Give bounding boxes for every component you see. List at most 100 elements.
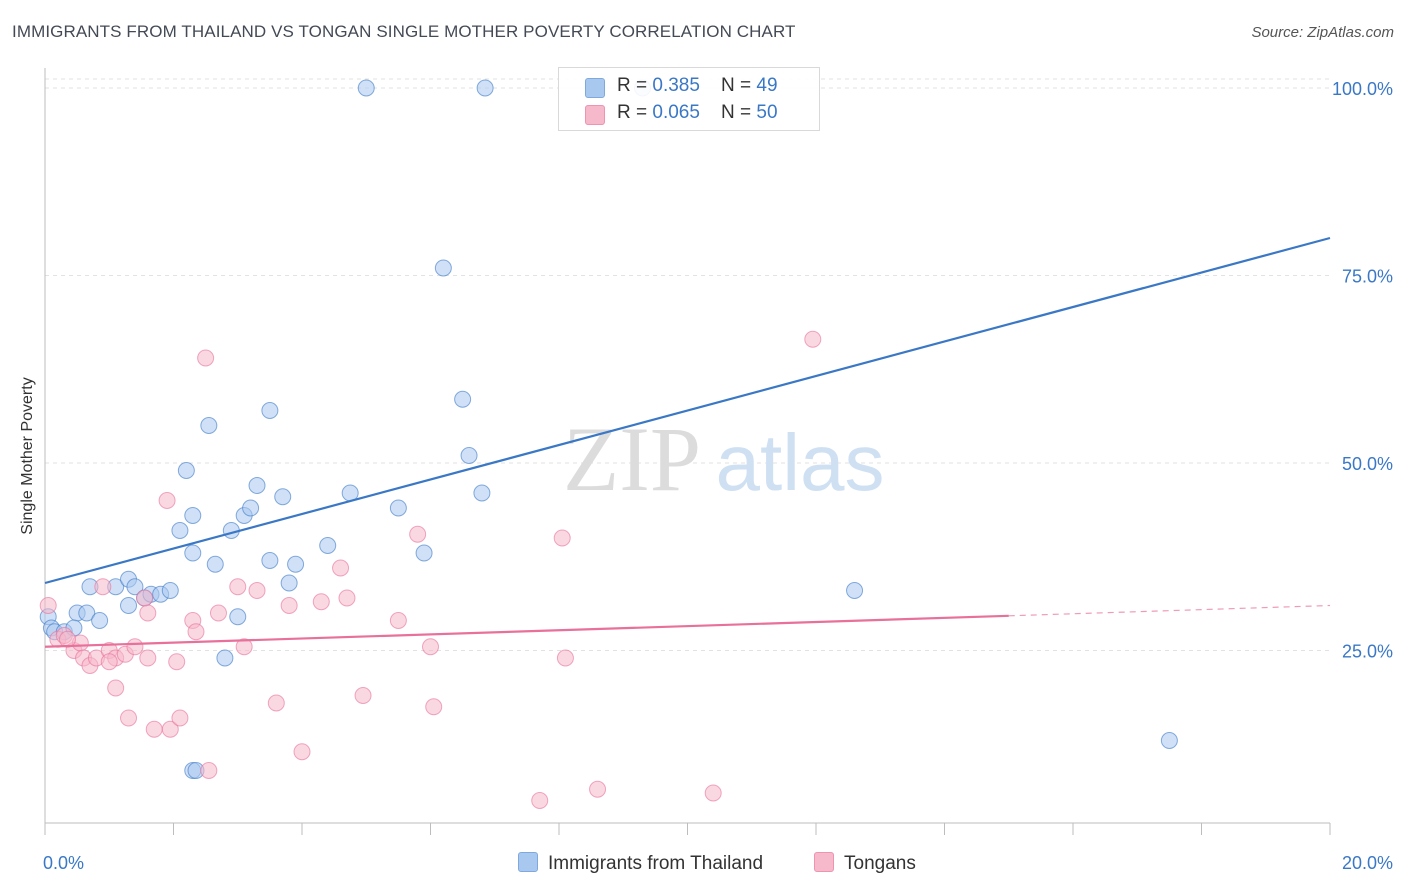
- point-tongans: [235, 638, 253, 656]
- point-thailand: [280, 574, 298, 592]
- point-thailand: [184, 544, 202, 562]
- point-thailand: [460, 447, 478, 464]
- point-thailand: [242, 499, 260, 517]
- point-thailand: [261, 552, 279, 569]
- watermark: ZIP atlas: [563, 408, 884, 510]
- y-tick-label: 50.0%: [1342, 454, 1393, 474]
- point-thailand: [126, 578, 144, 596]
- point-thailand: [120, 597, 138, 614]
- point-tongans: [704, 784, 722, 802]
- point-tongans: [409, 525, 427, 543]
- bottom-legend-label: Tongans: [844, 853, 916, 874]
- point-tongans: [161, 720, 179, 738]
- point-tongans: [200, 762, 218, 779]
- trendline-thailand: [44, 236, 1331, 585]
- point-thailand: [473, 484, 491, 502]
- point-thailand: [415, 544, 433, 562]
- y-tick-label: 25.0%: [1342, 642, 1393, 662]
- trendline-tongans: [44, 614, 1009, 648]
- point-thailand: [161, 582, 179, 599]
- point-tongans: [229, 578, 247, 596]
- point-tongans: [354, 687, 372, 704]
- point-tongans: [187, 623, 205, 641]
- point-thailand: [434, 259, 452, 277]
- legend-r-label: R =: [617, 102, 653, 123]
- watermark-atlas: atlas: [716, 418, 885, 507]
- point-tongans: [209, 604, 227, 622]
- point-tongans: [139, 604, 157, 622]
- point-tongans: [158, 492, 176, 509]
- point-tongans: [168, 653, 186, 671]
- x-tick-label: 20.0%: [1342, 853, 1393, 873]
- point-tongans: [136, 589, 154, 607]
- point-tongans: [280, 597, 298, 614]
- y-tick-label: 75.0%: [1342, 267, 1393, 287]
- point-tongans: [171, 709, 189, 727]
- point-thailand: [248, 477, 266, 494]
- point-tongans: [553, 529, 571, 547]
- bottom-legend-thailand: Immigrants from Thailand: [518, 852, 763, 875]
- point-thailand: [206, 555, 224, 573]
- point-tongans: [139, 649, 157, 667]
- legend-r-value: 0.385: [652, 75, 700, 96]
- bottom-legend-label: Immigrants from Thailand: [548, 853, 764, 874]
- point-thailand: [846, 582, 864, 599]
- point-thailand: [216, 649, 234, 667]
- point-thailand: [200, 417, 218, 434]
- point-tongans: [293, 743, 311, 761]
- watermark-zip: ZIP: [563, 408, 701, 510]
- point-tongans: [332, 559, 350, 577]
- point-tongans: [58, 630, 76, 648]
- legend-n-label: N =: [721, 75, 757, 96]
- grid-lines: [45, 78, 1330, 651]
- tick-labels: 25.0% 50.0% 75.0% 100.0% 0.0% 20.0%: [43, 79, 1393, 873]
- point-thailand: [454, 390, 472, 408]
- legend-r-value: 0.065: [652, 102, 700, 123]
- trend-lines: [44, 236, 1331, 648]
- point-tongans: [589, 780, 607, 798]
- point-thailand: [319, 537, 337, 554]
- x-tick-label: 0.0%: [43, 853, 84, 873]
- point-thailand: [229, 608, 247, 626]
- data-points: [39, 79, 1178, 809]
- point-tongans: [100, 653, 118, 671]
- legend-swatch-thailand: [585, 78, 605, 98]
- bottom-legend-swatch-tongans: [814, 852, 834, 872]
- legend-r-label: R =: [617, 75, 653, 96]
- point-thailand: [78, 604, 96, 622]
- y-tick-label: 100.0%: [1332, 79, 1393, 99]
- point-thailand: [261, 402, 279, 419]
- point-tongans: [422, 638, 439, 656]
- legend-n-value: 49: [756, 75, 778, 96]
- point-thailand: [184, 507, 202, 524]
- point-tongans: [338, 589, 356, 607]
- legend: R = 0.385 N = 49 R = 0.065 N = 50: [558, 67, 820, 131]
- bottom-legend-swatch-thailand: [518, 852, 538, 872]
- point-thailand: [177, 462, 195, 479]
- point-tongans: [94, 578, 112, 596]
- point-tongans: [39, 597, 57, 614]
- point-tongans: [197, 349, 215, 367]
- point-tongans: [312, 593, 330, 611]
- point-thailand: [476, 79, 494, 97]
- point-thailand: [287, 555, 305, 573]
- point-thailand: [357, 79, 375, 97]
- legend-n-value: 50: [756, 102, 778, 123]
- legend-swatch-tongans: [585, 105, 605, 125]
- point-tongans: [389, 612, 407, 629]
- point-tongans: [804, 330, 822, 348]
- point-tongans: [531, 792, 549, 809]
- bottom-legend-tongans: Tongans: [814, 852, 916, 875]
- trendline-tongans-dashed: [1008, 604, 1331, 617]
- point-tongans: [267, 694, 285, 712]
- point-tongans: [107, 679, 125, 697]
- point-thailand: [274, 488, 292, 506]
- point-thailand: [1160, 732, 1178, 749]
- point-tongans: [425, 698, 443, 716]
- point-thailand: [171, 522, 189, 539]
- point-tongans: [248, 582, 266, 599]
- legend-n-label: N =: [721, 102, 757, 123]
- axes: [44, 68, 1331, 835]
- point-thailand: [91, 612, 109, 629]
